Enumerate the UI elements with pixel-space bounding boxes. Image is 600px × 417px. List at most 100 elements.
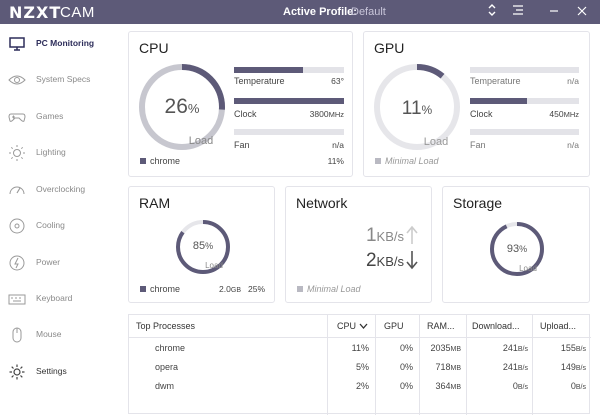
process-upload: 0B/s xyxy=(570,381,586,391)
storage-title: Storage xyxy=(453,195,503,211)
cpu-gauge-fill xyxy=(139,64,225,150)
gamepad-icon xyxy=(8,108,26,126)
gpu-temperature-bar xyxy=(470,67,579,73)
ram-load-gauge xyxy=(176,220,230,274)
sidebar-item-overclocking[interactable]: Overclocking xyxy=(0,175,122,205)
sidebar-item-mouse[interactable]: Mouse xyxy=(0,320,122,350)
cooling-icon xyxy=(8,217,26,235)
sidebar-item-pc-monitoring[interactable]: PC Monitoring xyxy=(0,29,122,59)
cpu-fan-value: n/a xyxy=(332,140,344,150)
menu-icon[interactable] xyxy=(510,3,526,21)
column-divider xyxy=(532,315,533,415)
process-gpu: 0% xyxy=(399,381,413,391)
column-header-process[interactable]: Top Processes xyxy=(136,321,196,331)
process-ram: 2035MB xyxy=(430,343,461,353)
process-upload: 155B/s xyxy=(560,343,586,353)
active-profile-select[interactable]: Default xyxy=(351,6,386,18)
network-upload-value: 1KB/s xyxy=(365,225,404,246)
storage-card[interactable]: Storage 93% Load xyxy=(442,186,590,303)
sidebar-item-label: PC Monitoring xyxy=(36,38,95,48)
download-arrow-icon xyxy=(406,250,418,275)
sidebar-item-label: Cooling xyxy=(36,220,65,230)
ram-load-value: 85% xyxy=(192,240,214,252)
sidebar-item-cooling[interactable]: Cooling xyxy=(0,211,122,241)
sidebar-item-system-specs[interactable]: System Specs xyxy=(0,65,122,95)
gpu-status-legend-dot xyxy=(375,158,381,164)
column-header-download[interactable]: Download... xyxy=(472,321,520,331)
column-divider xyxy=(375,315,376,415)
ram-card[interactable]: RAM 85% Load chrome 2.0GB 25% xyxy=(128,186,275,303)
profile-switch-icon[interactable] xyxy=(484,3,500,21)
gpu-fan-label: Fan xyxy=(470,140,486,150)
process-download: 241B/s xyxy=(502,343,528,353)
gpu-title: GPU xyxy=(374,40,405,56)
gpu-load-gauge xyxy=(374,64,460,150)
cpu-load-gauge xyxy=(139,64,225,150)
gpu-clock-bar-fill xyxy=(470,98,527,104)
top-processes-table: Top Processes CPU GPU RAM... Download...… xyxy=(128,314,591,415)
process-cpu: 2% xyxy=(355,381,369,391)
gpu-fan-bar xyxy=(470,129,579,135)
cpu-top-process-value: 11% xyxy=(327,156,344,166)
network-download-value: 2KB/s xyxy=(365,250,404,271)
column-header-cpu[interactable]: CPU xyxy=(337,315,368,337)
gpu-load-value: 11% xyxy=(401,98,433,119)
cpu-card[interactable]: CPU 26% Load Temperature 63° Clock 3800M… xyxy=(128,31,353,177)
sidebar-item-keyboard[interactable]: Keyboard xyxy=(0,284,122,314)
gear-icon xyxy=(8,363,26,381)
cpu-process-legend-dot xyxy=(140,158,146,164)
gpu-temperature-label: Temperature xyxy=(470,76,521,86)
sidebar-item-label: System Specs xyxy=(36,74,91,84)
keyboard-icon xyxy=(8,290,26,308)
sidebar-item-label: Keyboard xyxy=(36,293,73,303)
column-header-gpu[interactable]: GPU xyxy=(384,321,404,331)
cpu-clock-bar-fill xyxy=(234,98,344,104)
sidebar-item-lighting[interactable]: Lighting xyxy=(0,138,122,168)
process-name: dwm xyxy=(155,381,175,391)
process-gpu: 0% xyxy=(399,343,413,353)
ram-gauge-fill xyxy=(176,220,230,274)
column-divider xyxy=(327,315,328,415)
minimize-icon[interactable] xyxy=(546,3,562,21)
sidebar-item-settings[interactable]: Settings xyxy=(0,357,122,387)
process-upload: 149B/s xyxy=(560,362,586,372)
monitor-icon xyxy=(8,35,26,53)
storage-load-gauge xyxy=(490,222,544,276)
ram-top-process-mem: 2.0GB xyxy=(219,284,241,294)
table-header-divider xyxy=(129,337,591,338)
upload-arrow-icon xyxy=(406,225,418,250)
column-divider xyxy=(466,315,467,415)
network-status-legend-dot xyxy=(297,286,303,292)
process-name: chrome xyxy=(155,343,186,353)
sidebar-item-label: Settings xyxy=(36,366,67,376)
app-logo-sub: CAM xyxy=(60,4,95,21)
gpu-fan-value: n/a xyxy=(567,140,579,150)
app-logo: NZXT xyxy=(9,3,62,22)
gpu-card[interactable]: GPU 11% Load Temperature n/a Clock 450MH… xyxy=(363,31,590,177)
close-icon[interactable] xyxy=(574,3,590,21)
gpu-load-label: Load xyxy=(423,136,449,148)
cpu-load-value: 26% xyxy=(164,95,200,118)
cpu-temperature-label: Temperature xyxy=(234,76,285,86)
cpu-temperature-value: 63° xyxy=(331,76,344,86)
sidebar-item-games[interactable]: Games xyxy=(0,102,122,132)
title-bar: NZXT CAM Active Profile: Default xyxy=(0,0,600,24)
gpu-clock-value: 450MHz xyxy=(549,109,579,119)
network-card[interactable]: Network 1KB/s 2KB/s Minimal Load xyxy=(285,186,432,303)
sidebar-item-label: Lighting xyxy=(36,147,66,157)
column-header-upload[interactable]: Upload... xyxy=(540,321,577,331)
mouse-icon xyxy=(8,326,26,344)
ram-load-label: Load xyxy=(205,261,223,270)
cpu-fan-bar xyxy=(234,129,344,135)
sidebar-item-power[interactable]: Power xyxy=(0,248,122,278)
cpu-title: CPU xyxy=(139,40,169,56)
column-header-ram[interactable]: RAM... xyxy=(427,321,455,331)
cpu-clock-bar xyxy=(234,98,344,104)
ram-process-legend-dot xyxy=(140,286,146,292)
sidebar-item-label: Games xyxy=(36,111,64,121)
process-ram: 364MB xyxy=(435,381,461,391)
network-title: Network xyxy=(296,195,348,211)
storage-load-label: Load xyxy=(519,264,537,273)
column-divider xyxy=(419,315,420,415)
process-gpu: 0% xyxy=(399,362,413,372)
